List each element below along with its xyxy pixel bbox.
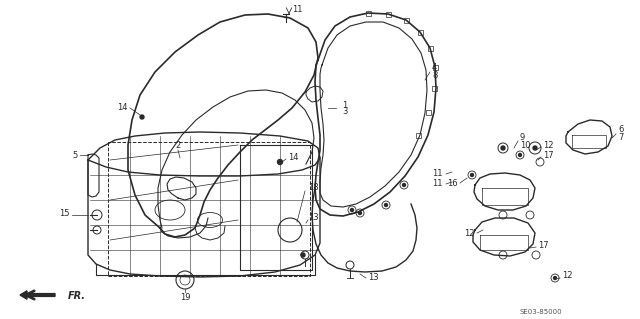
Bar [426,110,431,115]
Circle shape [403,183,406,187]
Text: 13: 13 [368,273,379,283]
Text: 9: 9 [520,133,525,143]
Text: 16: 16 [447,179,458,188]
Bar [366,11,371,16]
Circle shape [301,253,305,257]
Text: 11: 11 [433,169,443,179]
Circle shape [278,160,282,165]
Text: 14: 14 [118,102,128,112]
Text: 19: 19 [180,293,190,301]
Text: SE03-85000: SE03-85000 [520,309,563,315]
Text: 10: 10 [520,142,531,151]
Circle shape [533,146,537,150]
Circle shape [140,115,144,119]
Circle shape [501,146,505,150]
Text: 18: 18 [308,183,319,192]
Text: 3: 3 [342,108,348,116]
Bar [386,12,391,17]
Text: 12: 12 [465,228,475,238]
Text: 14: 14 [288,152,298,161]
Circle shape [385,204,387,206]
Text: 12: 12 [562,271,573,280]
Circle shape [351,209,353,211]
Bar [418,30,423,35]
Circle shape [518,153,522,157]
Bar [416,133,421,138]
Circle shape [470,174,474,176]
Text: 7: 7 [618,133,623,143]
Text: 11: 11 [292,5,303,14]
Text: 6: 6 [618,125,623,135]
Bar [433,65,438,70]
Text: 17: 17 [543,151,554,160]
Text: 1: 1 [342,100,348,109]
Bar [432,86,437,91]
Text: 15: 15 [60,209,70,218]
Text: 2: 2 [175,142,180,151]
Bar [404,18,409,23]
Circle shape [358,211,362,214]
Text: 12: 12 [543,140,554,150]
Text: 13: 13 [308,213,319,222]
Text: 11: 11 [433,180,443,189]
Text: 17: 17 [538,241,548,249]
Bar [428,46,433,51]
Text: FR.: FR. [68,291,86,301]
Text: 4: 4 [432,63,437,72]
Text: 5: 5 [73,151,78,160]
Text: 8: 8 [432,71,437,80]
Circle shape [554,277,557,279]
